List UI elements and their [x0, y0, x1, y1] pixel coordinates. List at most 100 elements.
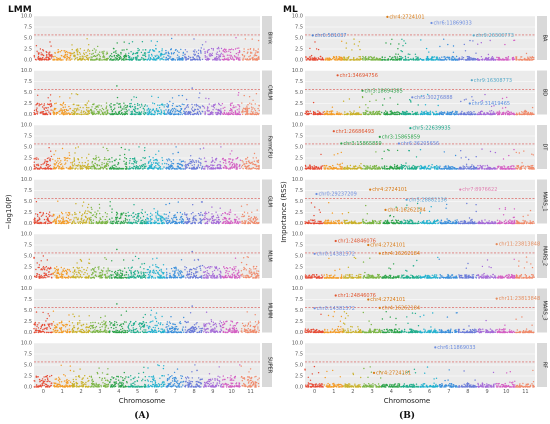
snp-point [155, 108, 158, 110]
snp-point [210, 319, 212, 321]
snp-point [228, 113, 231, 116]
snp-point [86, 219, 89, 221]
snp-point [215, 267, 217, 270]
snp-point [211, 271, 214, 273]
snp-point [73, 217, 75, 219]
snp-point [218, 323, 221, 325]
snp-point [160, 220, 162, 223]
snp-point [123, 321, 126, 323]
snp-point [153, 58, 155, 60]
snp-point [198, 265, 200, 268]
snp-point [142, 316, 144, 319]
snp-point [65, 269, 67, 272]
snp-point [73, 273, 75, 275]
snp-point [160, 53, 163, 56]
snp-point [220, 54, 222, 56]
snp-point [143, 262, 146, 265]
snp-point [33, 219, 35, 221]
snp-point [145, 321, 147, 324]
snp-point [36, 276, 38, 278]
snp-point [221, 222, 223, 224]
snp-point [192, 327, 195, 330]
snp-point [69, 107, 72, 110]
snp-point [98, 272, 101, 274]
snp-point [129, 157, 131, 160]
snp-point [249, 102, 251, 105]
snp-point [87, 203, 90, 206]
snp-point [108, 56, 111, 58]
snp-point [117, 272, 119, 274]
snp-point [155, 270, 158, 272]
snp-point [38, 276, 40, 278]
snp-point [227, 57, 229, 59]
snp-point [199, 148, 201, 150]
snp-point [111, 260, 113, 262]
snp-point [146, 325, 148, 327]
snp-point [113, 330, 116, 333]
snp-point [92, 330, 95, 332]
snp-point [56, 266, 58, 268]
snp-point [251, 108, 253, 110]
snp-point [117, 53, 119, 56]
snp-point [206, 108, 209, 110]
snp-point [184, 212, 186, 214]
snp-point [48, 324, 50, 327]
snp-point [86, 212, 88, 215]
snp-point [142, 107, 145, 110]
snp-point [74, 269, 76, 271]
snp-point [172, 331, 175, 334]
snp-point [228, 50, 230, 52]
snp-point [247, 51, 249, 53]
snp-point [207, 277, 209, 279]
snp-point [67, 51, 69, 54]
snp-point [170, 53, 173, 55]
snp-point [85, 56, 88, 59]
snp-point [81, 55, 83, 57]
snp-point [86, 276, 88, 279]
snp-point [200, 52, 202, 54]
snp-point [151, 167, 153, 169]
snp-point [61, 275, 64, 278]
snp-point [76, 266, 78, 269]
snp-point [200, 51, 202, 53]
snp-point [152, 258, 154, 260]
snp-point [165, 275, 168, 277]
snp-point [192, 267, 195, 270]
snp-point [115, 326, 117, 329]
snp-point [155, 159, 157, 161]
snp-point [67, 221, 69, 224]
snp-point [206, 222, 208, 224]
snp-point [51, 273, 53, 275]
snp-point [213, 219, 215, 221]
snp-point [241, 222, 243, 224]
snp-point [69, 168, 72, 170]
snp-point [88, 107, 90, 109]
snp-point [123, 160, 125, 162]
snp-point [211, 52, 213, 54]
snp-point [102, 59, 104, 61]
snp-point [233, 167, 235, 169]
snp-point [62, 331, 64, 334]
snp-point [42, 255, 44, 257]
snp-point [52, 56, 55, 58]
snp-point [179, 105, 182, 108]
snp-point [185, 111, 187, 113]
snp-point [167, 54, 169, 57]
snp-point [127, 58, 129, 61]
snp-point [98, 164, 101, 167]
snp-point [142, 275, 144, 277]
snp-point [73, 326, 75, 328]
snp-point [135, 59, 138, 61]
snp-point [121, 108, 124, 110]
snp-point [66, 329, 69, 331]
snp-point [137, 108, 139, 110]
snp-point [90, 56, 92, 58]
snp-point [53, 108, 56, 111]
snp-point [46, 56, 48, 58]
snp-point [36, 222, 38, 224]
snp-point [104, 322, 107, 324]
snp-point [141, 164, 143, 167]
snp-point [256, 57, 258, 60]
snp-point [224, 220, 226, 223]
snp-point [244, 267, 246, 270]
